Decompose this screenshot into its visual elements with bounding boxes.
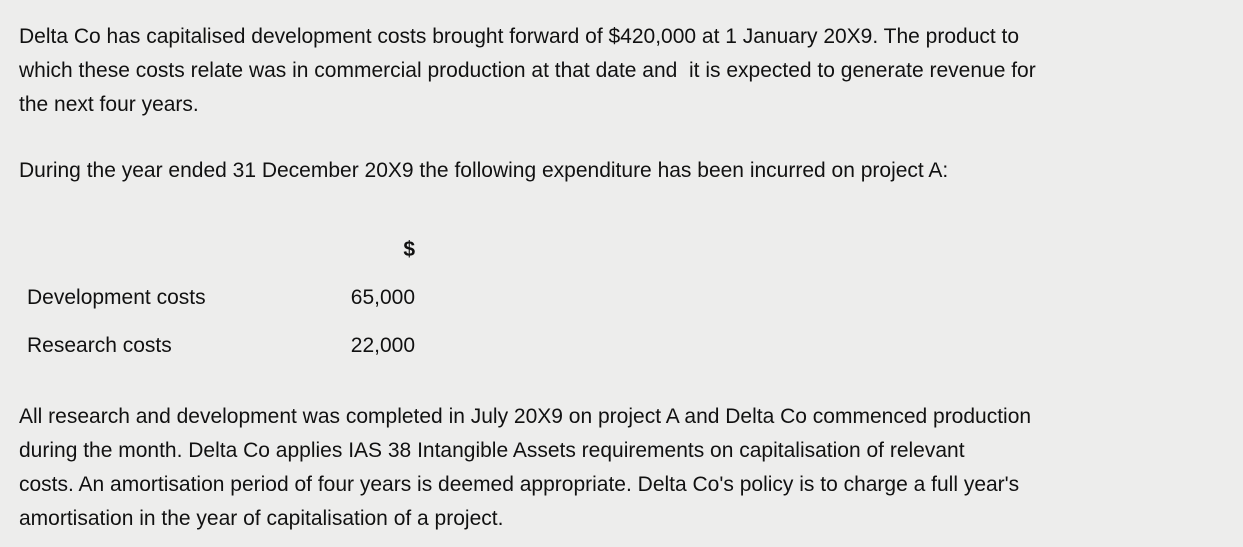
- row-label: Development costs: [27, 286, 206, 309]
- table-header-row: $: [18, 226, 415, 274]
- table-row: Development costs 65,000: [18, 274, 415, 322]
- row-amount: 22,000: [350, 334, 415, 357]
- expenditure-intro-paragraph: During the year ended 31 December 20X9 t…: [19, 159, 949, 182]
- expenditure-table: $ Development costs 65,000 Research cost…: [18, 226, 415, 370]
- header-label-cell: [18, 226, 327, 274]
- row-amount: 65,000: [350, 286, 415, 309]
- table-row: Research costs 22,000: [18, 322, 415, 370]
- row-label: Research costs: [27, 334, 172, 357]
- intro-paragraph: Delta Co has capitalised development cos…: [19, 25, 1036, 116]
- closing-paragraph: All research and development was complet…: [19, 405, 1032, 530]
- currency-header: $: [403, 238, 415, 261]
